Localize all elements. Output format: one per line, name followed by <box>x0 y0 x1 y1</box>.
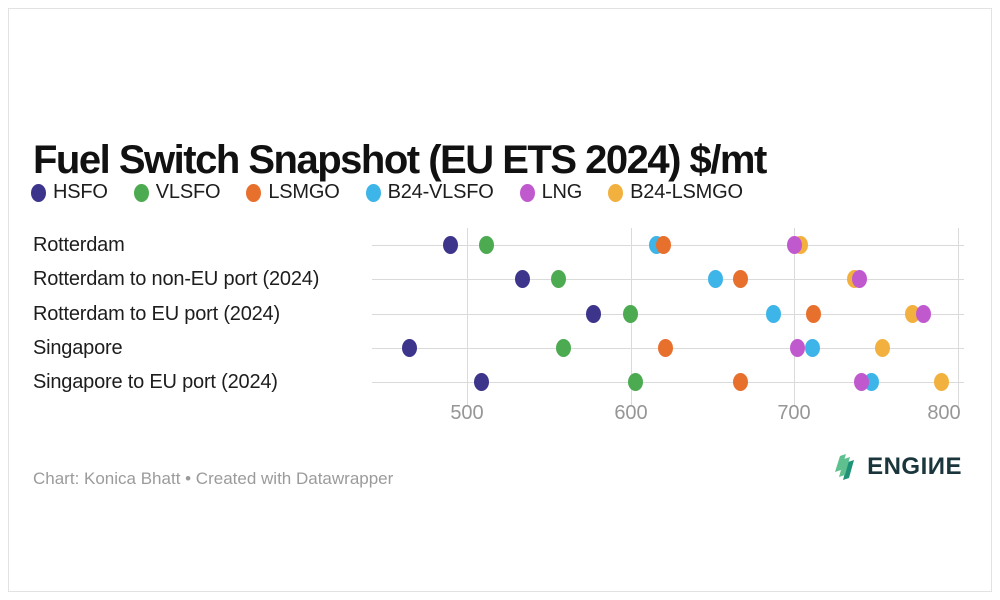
legend-dot-lsmgo-icon <box>246 183 262 202</box>
legend-label: VLSFO <box>155 181 221 203</box>
legend-label: B24-VLSFO <box>387 181 494 203</box>
dot-hsfo-singapore[interactable] <box>402 339 418 357</box>
x-tick-label-700: 700 <box>777 402 811 424</box>
dot-hsfo-rotterdam-to-non-eu-port-2024-[interactable] <box>515 270 531 288</box>
dot-hsfo-rotterdam[interactable] <box>443 236 459 254</box>
engine-logo: ENGIИE <box>831 453 962 481</box>
dot-hsfo-rotterdam-to-eu-port-2024-[interactable] <box>585 305 601 323</box>
category-label-rotterdam: Rotterdam <box>33 234 125 256</box>
row-gridline-singapore-to-eu-port-2024- <box>372 382 964 383</box>
dot-lng-singapore[interactable] <box>790 339 806 357</box>
dot-b24-vlsfo-rotterdam-to-non-eu-port-2024-[interactable] <box>708 270 724 288</box>
legend-dot-lng-icon <box>519 183 535 202</box>
dot-lng-singapore-to-eu-port-2024-[interactable] <box>853 373 869 391</box>
dot-lsmgo-rotterdam-to-eu-port-2024-[interactable] <box>806 305 822 323</box>
dot-hsfo-singapore-to-eu-port-2024-[interactable] <box>474 373 490 391</box>
dot-b24-vlsfo-singapore[interactable] <box>804 339 820 357</box>
dot-lsmgo-singapore[interactable] <box>657 339 673 357</box>
row-gridline-rotterdam-to-eu-port-2024- <box>372 314 964 315</box>
x-tick-label-600: 600 <box>614 402 648 424</box>
gridline-x-800 <box>958 228 959 406</box>
dot-vlsfo-rotterdam-to-non-eu-port-2024-[interactable] <box>551 270 567 288</box>
dot-vlsfo-rotterdam-to-eu-port-2024-[interactable] <box>623 305 639 323</box>
row-gridline-rotterdam-to-non-eu-port-2024- <box>372 279 964 280</box>
engine-leaf-icon <box>835 454 855 480</box>
legend-item-lsmgo: LSMGO <box>246 181 340 204</box>
x-tick-label-500: 500 <box>450 402 484 424</box>
legend-dot-b24-lsmgo-icon <box>608 183 624 202</box>
legend-dot-vlsfo-icon <box>133 183 149 202</box>
engine-logo-text: ENGIИE <box>867 453 962 480</box>
legend-label: B24-LSMGO <box>630 181 743 203</box>
dot-lsmgo-singapore-to-eu-port-2024-[interactable] <box>732 373 748 391</box>
legend-dot-b24-vlsfo-icon <box>365 183 381 202</box>
chart-title: Fuel Switch Snapshot (EU ETS 2024) $/mt <box>33 137 767 182</box>
legend-label: LNG <box>541 181 583 203</box>
dot-b24-lsmgo-singapore-to-eu-port-2024-[interactable] <box>934 373 950 391</box>
legend-item-b24-vlsfo: B24-VLSFO <box>365 181 494 204</box>
legend-dot-hsfo-icon <box>31 183 46 202</box>
dot-lng-rotterdam-to-eu-port-2024-[interactable] <box>916 305 932 323</box>
legend-item-lng: LNG <box>519 181 583 204</box>
legend-item-hsfo: HSFO <box>31 181 108 204</box>
dot-lng-rotterdam[interactable] <box>786 236 802 254</box>
dot-lng-rotterdam-to-non-eu-port-2024-[interactable] <box>852 270 868 288</box>
gridline-x-700 <box>794 228 795 406</box>
dot-vlsfo-singapore[interactable] <box>556 339 572 357</box>
category-label-singapore-to-eu-port-2024-: Singapore to EU port (2024) <box>33 371 278 393</box>
gridline-x-500 <box>467 228 468 406</box>
x-tick-label-800: 800 <box>927 402 961 424</box>
category-label-rotterdam-to-eu-port-2024-: Rotterdam to EU port (2024) <box>33 303 280 325</box>
category-label-rotterdam-to-non-eu-port-2024-: Rotterdam to non-EU port (2024) <box>33 268 320 290</box>
legend-label: LSMGO <box>268 181 340 203</box>
legend-item-b24-lsmgo: B24-LSMGO <box>608 181 743 204</box>
category-label-singapore: Singapore <box>33 337 123 359</box>
legend-label: HSFO <box>53 181 108 203</box>
dot-lsmgo-rotterdam[interactable] <box>655 236 671 254</box>
dot-b24-lsmgo-singapore[interactable] <box>875 339 891 357</box>
dot-vlsfo-rotterdam[interactable] <box>479 236 495 254</box>
dot-b24-lsmgo-rotterdam-to-eu-port-2024-[interactable] <box>904 305 920 323</box>
dot-vlsfo-singapore-to-eu-port-2024-[interactable] <box>628 373 644 391</box>
chart-legend: HSFO VLSFO LSMGO B24-VLSFO LNG B24-LSMGO <box>31 181 743 204</box>
canvas-border <box>8 8 992 592</box>
dot-lsmgo-rotterdam-to-non-eu-port-2024-[interactable] <box>732 270 748 288</box>
dot-b24-vlsfo-rotterdam-to-eu-port-2024-[interactable] <box>765 305 781 323</box>
legend-item-vlsfo: VLSFO <box>133 181 221 204</box>
footer-credit: Chart: Konica Bhatt • Created with Dataw… <box>33 469 394 488</box>
